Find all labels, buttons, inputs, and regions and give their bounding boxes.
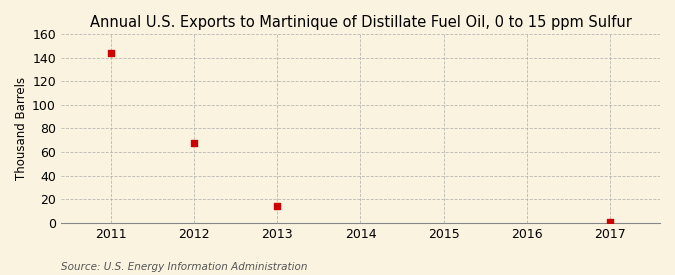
Y-axis label: Thousand Barrels: Thousand Barrels	[15, 77, 28, 180]
Title: Annual U.S. Exports to Martinique of Distillate Fuel Oil, 0 to 15 ppm Sulfur: Annual U.S. Exports to Martinique of Dis…	[90, 15, 631, 30]
Point	[272, 204, 283, 208]
Point	[188, 140, 199, 145]
Point	[605, 219, 616, 224]
Point	[105, 51, 116, 55]
Text: Source: U.S. Energy Information Administration: Source: U.S. Energy Information Administ…	[61, 262, 307, 272]
